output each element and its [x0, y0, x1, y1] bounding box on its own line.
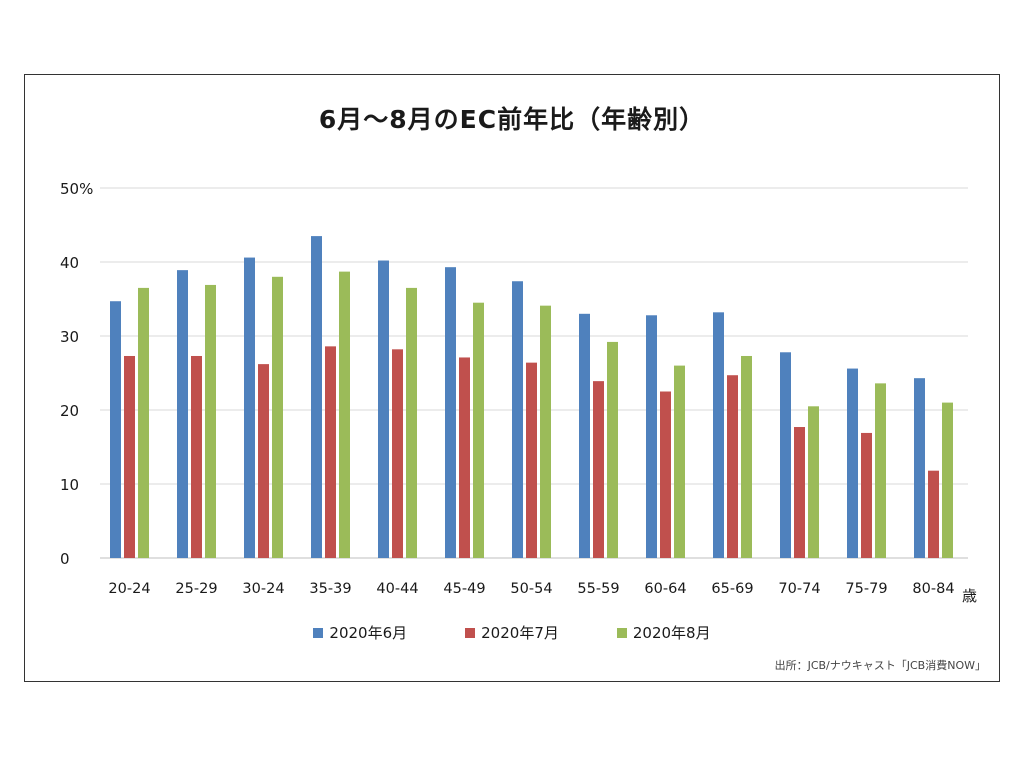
bar-1-0 — [124, 355, 135, 558]
y-tick-label: 50% — [60, 180, 93, 198]
legend-item-jun: 2020年6月 — [313, 622, 407, 643]
bar-2-3 — [339, 271, 350, 558]
bar-2-5 — [473, 302, 484, 558]
bar-2-12 — [942, 402, 953, 558]
bar-1-9 — [727, 375, 738, 558]
x-tick-label: 80-84 — [912, 581, 954, 597]
bar-1-4 — [392, 349, 403, 558]
bar-0-11 — [847, 368, 858, 558]
bar-2-4 — [406, 287, 417, 558]
bar-0-12 — [914, 378, 925, 558]
legend-swatch-jun — [313, 627, 324, 638]
bar-0-3 — [311, 236, 322, 558]
bar-1-3 — [325, 346, 336, 558]
y-tick-label: 20 — [60, 402, 79, 420]
x-tick-label: 40-44 — [376, 581, 418, 597]
legend-swatch-jul — [465, 627, 476, 638]
bar-1-7 — [593, 381, 604, 558]
legend-item-jul: 2020年7月 — [465, 622, 559, 643]
x-tick-label: 30-24 — [242, 581, 284, 597]
x-tick-label: 70-74 — [778, 581, 820, 597]
y-tick-label: 30 — [60, 328, 79, 346]
bar-1-5 — [459, 357, 470, 558]
bar-2-7 — [607, 341, 618, 558]
bar-0-1 — [177, 270, 188, 558]
legend-swatch-aug — [616, 627, 627, 638]
bar-0-4 — [378, 260, 389, 558]
legend-label-aug: 2020年8月 — [632, 624, 711, 642]
bar-1-12 — [928, 470, 939, 558]
bar-2-6 — [540, 305, 551, 558]
x-tick-label: 20-24 — [108, 581, 150, 597]
bar-2-10 — [808, 406, 819, 558]
bar-0-0 — [110, 301, 121, 558]
x-tick-label: 55-59 — [577, 581, 619, 597]
bar-0-8 — [646, 315, 657, 558]
x-tick-label: 50-54 — [510, 581, 552, 597]
y-tick-label: 0 — [60, 550, 70, 568]
legend-label-jul: 2020年7月 — [481, 624, 559, 642]
bar-2-11 — [875, 383, 886, 558]
bar-1-2 — [258, 364, 269, 558]
x-tick-label: 65-69 — [711, 581, 753, 597]
source-note: 出所：JCB/ナウキャスト「JCB消費NOW」 — [774, 659, 986, 672]
legend-item-aug: 2020年8月 — [616, 622, 711, 643]
bar-0-7 — [579, 313, 590, 558]
chart-title: 6月～8月のEC前年比（年齢別） — [318, 105, 706, 134]
bar-2-8 — [674, 365, 685, 558]
x-tick-label: 45-49 — [443, 581, 485, 597]
bar-1-6 — [526, 362, 537, 558]
legend-label-jun: 2020年6月 — [329, 624, 408, 642]
bar-0-5 — [445, 267, 456, 558]
x-axis-label: 歳 — [962, 587, 977, 605]
bar-1-8 — [660, 391, 671, 558]
y-tick-label: 10 — [60, 476, 79, 494]
bar-0-2 — [244, 257, 255, 558]
chart-legend: 2020年6月 2020年7月 2020年8月 — [0, 622, 1024, 643]
bar-0-6 — [512, 281, 523, 558]
x-tick-label: 35-39 — [309, 581, 351, 597]
bar-1-11 — [861, 432, 872, 558]
x-tick-label: 60-64 — [644, 581, 686, 597]
bar-1-1 — [191, 355, 202, 558]
x-tick-label: 75-79 — [845, 581, 887, 597]
bar-0-10 — [780, 352, 791, 558]
bar-1-10 — [794, 427, 805, 558]
bar-2-9 — [741, 355, 752, 558]
bar-2-1 — [205, 284, 216, 558]
bar-2-2 — [272, 276, 283, 558]
x-tick-label: 25-29 — [175, 581, 217, 597]
y-tick-label: 40 — [60, 254, 79, 272]
bar-0-9 — [713, 312, 724, 558]
bar-2-0 — [138, 287, 149, 558]
